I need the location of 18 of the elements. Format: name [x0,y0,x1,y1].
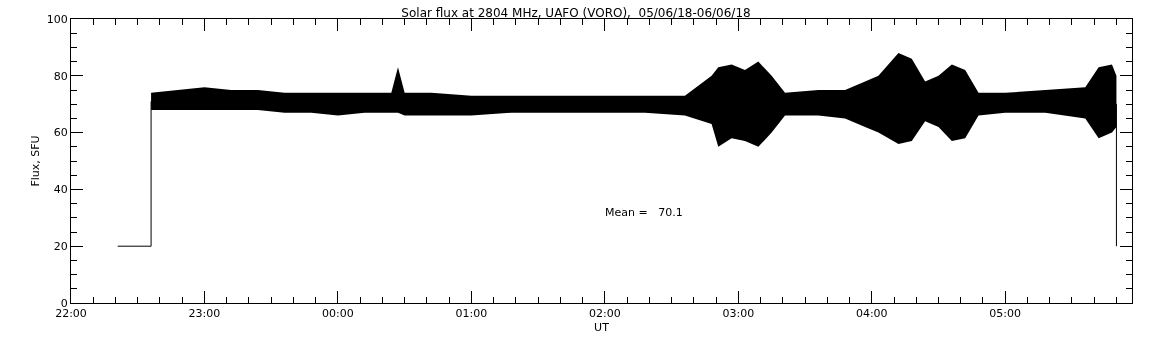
x-axis-title: UT [594,321,610,335]
x-tick-label: 23:00 [188,307,221,321]
y-tick-label: 0 [60,296,68,310]
x-tick-label: 04:00 [855,307,888,321]
y-axis-title: Flux, SFU [29,135,43,187]
y-tick-label: 80 [53,69,68,83]
y-tick-label: 40 [53,183,68,197]
chart-title: Solar flux at 2804 MHz, UAFO (VORO), 05/06/18-06/06/18 [401,6,751,21]
annotation: Mean = 70.1 [605,206,683,219]
x-tick-label: 03:00 [722,307,755,321]
y-tick-label: 60 [53,126,68,140]
x-tick-label: 22:00 [55,307,87,321]
x-tick-label: 00:00 [322,307,354,321]
y-tick-label: 20 [53,240,68,254]
x-tick-label: 05:00 [989,307,1022,321]
x-tick-label: 01:00 [455,307,488,321]
y-tick-label: 100 [46,12,68,26]
x-tick-label: 02:00 [588,307,621,321]
